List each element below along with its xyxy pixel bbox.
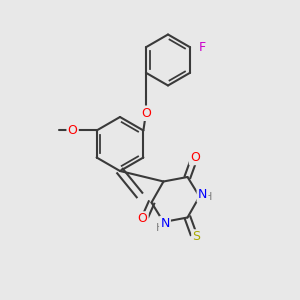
Text: S: S xyxy=(193,230,200,244)
Text: H: H xyxy=(204,191,213,202)
Text: N: N xyxy=(198,188,207,202)
Text: O: O xyxy=(141,107,151,120)
Text: F: F xyxy=(199,41,206,54)
Text: O: O xyxy=(190,151,200,164)
Text: N: N xyxy=(160,217,170,230)
Text: O: O xyxy=(138,212,147,226)
Text: O: O xyxy=(68,124,78,137)
Text: H: H xyxy=(156,223,165,233)
